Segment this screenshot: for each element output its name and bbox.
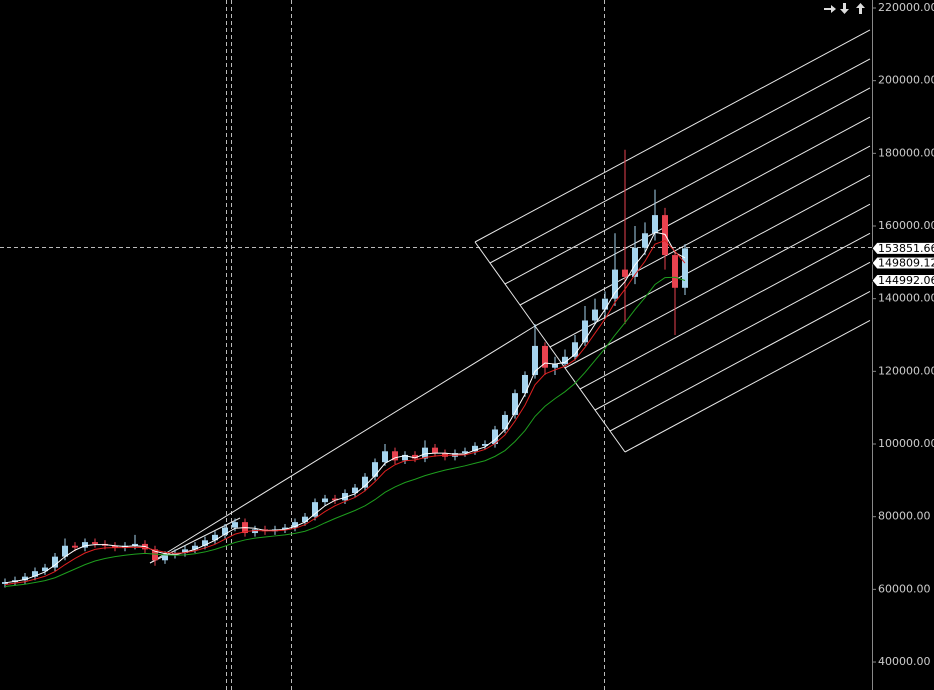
y-tick-label: 200000.00 (878, 74, 934, 87)
candle-body (502, 414, 508, 430)
y-tick-label: 220000.00 (878, 1, 934, 14)
candle-body (252, 529, 258, 534)
candle-body (332, 498, 338, 501)
candle-body (672, 255, 678, 288)
candle-body (652, 215, 658, 234)
y-tick-label: 160000.00 (878, 219, 934, 232)
candle-body (222, 527, 228, 535)
channel-line (564, 203, 871, 369)
moving-average (4, 276, 686, 587)
vertical-markers (0, 0, 872, 690)
candle-body (42, 567, 48, 572)
candle-body (82, 542, 88, 548)
candle-body (292, 522, 298, 528)
candle-body (522, 374, 528, 394)
arrow-up[interactable] (856, 3, 865, 14)
channel-line (489, 58, 871, 264)
candle-body (552, 364, 558, 368)
candle-body (512, 393, 518, 415)
y-tick-label: 60000.00 (878, 582, 931, 595)
channel-line (534, 145, 871, 327)
y-tick-label: 180000.00 (878, 146, 934, 159)
price-tag-label: 144992.06 (878, 274, 934, 287)
candle-body (472, 445, 478, 452)
y-tick-label: 100000.00 (878, 437, 934, 450)
price-tag-box (871, 274, 934, 288)
moving-average (4, 231, 686, 584)
price-tag-label: 153851.66 (878, 242, 934, 255)
channel-line (519, 116, 871, 306)
candle-body (492, 429, 498, 445)
candle-body (32, 571, 38, 577)
candle-body (62, 545, 68, 557)
price-tag-label: 149809.12 (878, 257, 934, 270)
channel-line (504, 87, 871, 285)
nav-icons[interactable] (824, 3, 865, 14)
candle-body (132, 543, 138, 546)
candle-body (642, 233, 648, 248)
y-tick-label: 140000.00 (878, 292, 934, 305)
candle-body (52, 556, 58, 568)
candle-body (112, 545, 118, 548)
candle-body (192, 545, 198, 550)
candle-body (212, 534, 218, 541)
candle-body (312, 502, 318, 517)
candle-body (592, 309, 598, 321)
candle-body (92, 542, 98, 544)
y-tick-label: 120000.00 (878, 364, 934, 377)
candle-body (412, 454, 418, 459)
channel-line (624, 319, 871, 453)
candle-body (182, 549, 188, 554)
candle-body (682, 248, 688, 288)
drawings (149, 29, 871, 564)
candle-body (622, 269, 628, 277)
candle-body (392, 451, 398, 461)
price-tag-box (871, 241, 934, 255)
channel-line (579, 232, 871, 390)
y-tick-label: 80000.00 (878, 510, 931, 523)
channel-line (474, 29, 871, 243)
candle-body (282, 527, 288, 530)
trend-line (149, 325, 536, 564)
candle-body (632, 247, 638, 277)
price-tag-box (871, 256, 934, 270)
candle-body (422, 447, 428, 459)
candle-body (22, 576, 28, 581)
candle-body (152, 549, 158, 561)
candle-body (612, 269, 618, 299)
candle-body (402, 454, 408, 461)
candle-body (162, 554, 168, 561)
candle-body (342, 493, 348, 501)
arrow-right[interactable] (824, 5, 836, 13)
candle-body (462, 451, 468, 454)
moving-average (4, 239, 686, 586)
candle-body (232, 522, 238, 528)
candle-body (432, 447, 438, 454)
channel-line (609, 290, 871, 432)
candle-body (572, 342, 578, 357)
candle-body (562, 356, 568, 365)
candle-body (202, 540, 208, 546)
candle-body (2, 582, 8, 584)
candle-body (532, 345, 538, 375)
y-tick-label: 40000.00 (878, 655, 931, 668)
channel-line (549, 174, 871, 348)
candle-body (72, 545, 78, 548)
candle-body (302, 516, 308, 523)
channel-line (594, 261, 871, 411)
candle-body (602, 298, 608, 310)
candle-body (542, 345, 548, 368)
arrow-down[interactable] (840, 3, 849, 14)
candle-body (582, 320, 588, 343)
candle-body (362, 476, 368, 488)
candle-body (482, 444, 488, 446)
candle-body (352, 487, 358, 494)
candle-body (322, 498, 328, 503)
candle-body (172, 553, 178, 555)
candle-body (382, 451, 388, 463)
candle-body (372, 462, 378, 477)
